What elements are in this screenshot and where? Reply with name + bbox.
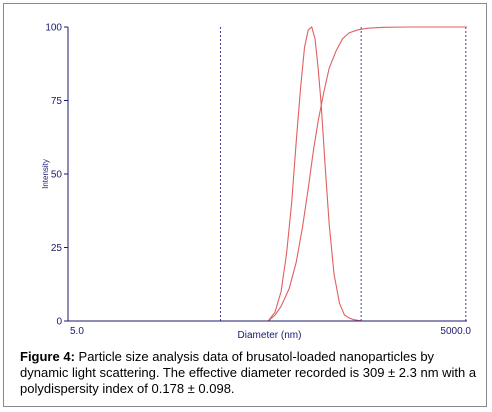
y-tick-label: 25 <box>51 243 63 254</box>
y-tick-label: 75 <box>51 96 63 107</box>
caption-text: Particle size analysis data of brusatol-… <box>20 349 477 396</box>
distribution-curve <box>267 26 363 322</box>
chart: 0 25 50 75 100 5.0 5000.0 Diameter (nm) Intensit… <box>41 23 471 342</box>
y-axis-label: Intensity <box>41 159 50 189</box>
y-tick-label: 0 <box>56 317 62 328</box>
x-tick-label-max: 5000.0 <box>440 326 471 337</box>
y-tick-label: 100 <box>45 23 62 34</box>
x-axis-label: Diameter (nm) <box>238 330 302 341</box>
cumulative-curve <box>267 26 467 322</box>
caption-label: Figure 4: <box>20 349 75 364</box>
figure-frame: 0 25 50 75 100 5.0 5000.0 Diameter (nm) Intensit… <box>3 3 487 407</box>
figure-caption: Figure 4: Particle size analysis data of… <box>20 349 480 397</box>
y-tick-label: 50 <box>51 170 63 181</box>
x-tick-label-min: 5.0 <box>70 326 84 337</box>
